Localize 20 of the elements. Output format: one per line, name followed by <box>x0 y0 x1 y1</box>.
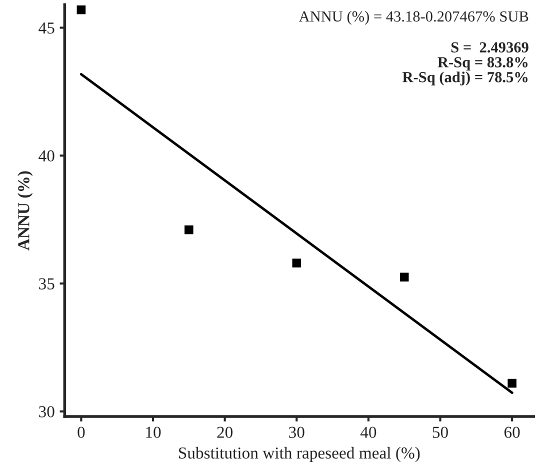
x-tick-label: 20 <box>217 426 233 438</box>
x-tick-label: 0 <box>78 426 85 438</box>
point <box>184 225 194 234</box>
y-tick-label: 40 <box>38 150 54 162</box>
point <box>76 5 86 14</box>
point <box>400 272 409 282</box>
y-tick-label: 35 <box>39 278 54 290</box>
x-tick-label: 50 <box>432 426 448 438</box>
annotation: ANNU (%) = 43.18-0.207467% SUB <box>298 10 528 25</box>
point <box>508 378 516 388</box>
x-axis-title: Substitution with rapeseed meal (%) <box>178 446 420 462</box>
y-axis-title: ANNU (%) <box>18 171 33 250</box>
y-tick-label: 45 <box>38 22 54 34</box>
x-tick-label: 10 <box>146 426 161 438</box>
annotation: S = 2.49369 R-Sq = 83.8% R-Sq (adj) = 78.5% <box>402 42 528 86</box>
x-tick-label: 40 <box>360 426 376 438</box>
y-tick-label: 30 <box>39 406 54 418</box>
x-tick-label: 60 <box>504 426 520 438</box>
x-tick-label: 30 <box>289 426 304 438</box>
point <box>292 258 302 268</box>
